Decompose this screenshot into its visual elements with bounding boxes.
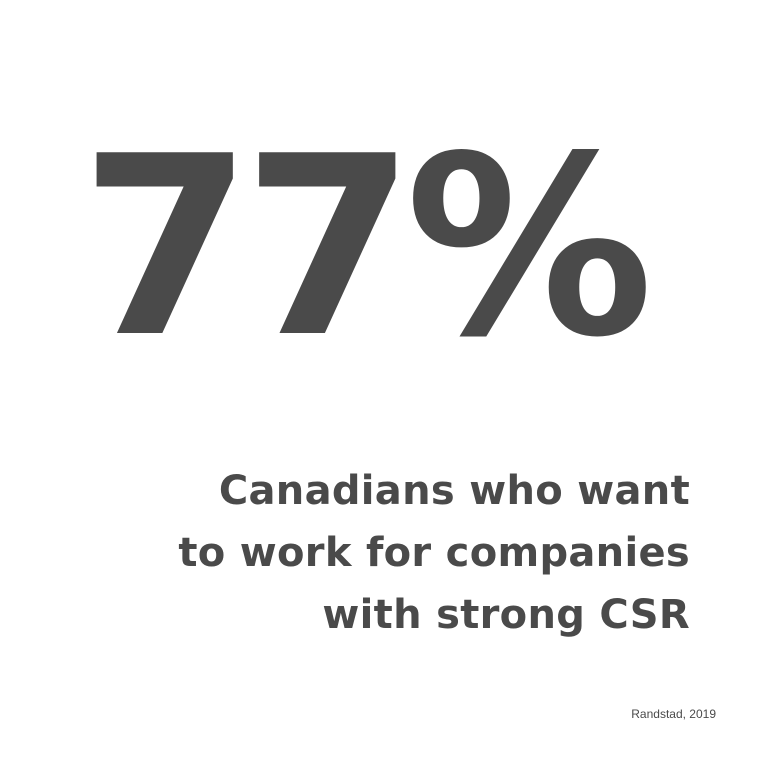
headline-stat: 77% (80, 104, 654, 392)
caption-line-2: to work for companies (178, 530, 690, 576)
caption-line-1: Canadians who want (218, 468, 690, 514)
source-citation: Randstad, 2019 (631, 707, 716, 721)
stat-caption: Canadians who want to work for companies… (130, 460, 690, 646)
caption-line-3: with strong CSR (322, 592, 690, 638)
